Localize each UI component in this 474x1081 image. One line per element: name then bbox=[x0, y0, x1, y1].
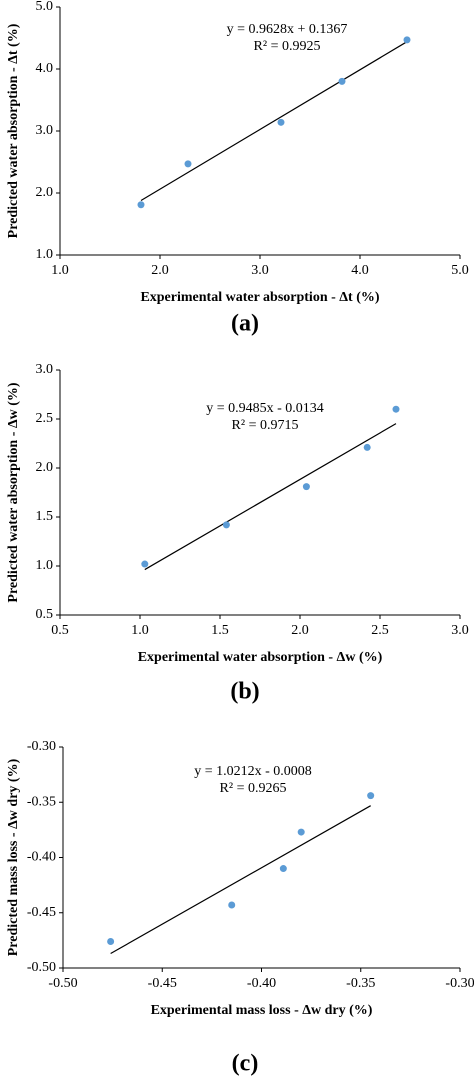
x-tick-label: -0.50 bbox=[48, 976, 77, 991]
trendline bbox=[140, 41, 408, 201]
x-tick-label: 1.5 bbox=[211, 623, 229, 638]
y-tick-label: 2.0 bbox=[36, 460, 54, 475]
caption: (b) bbox=[230, 679, 259, 705]
point bbox=[279, 865, 287, 873]
y-tick-label: 0.5 bbox=[36, 607, 54, 622]
point bbox=[222, 521, 230, 529]
y-tick-label: 1.0 bbox=[36, 247, 54, 262]
trendline bbox=[144, 423, 397, 571]
point bbox=[367, 792, 375, 800]
point bbox=[392, 405, 400, 413]
x-tick-label: 2.0 bbox=[151, 263, 169, 278]
y-tick-label: 1.0 bbox=[36, 558, 54, 573]
x-tick-label: 2.0 bbox=[291, 623, 309, 638]
caption: (a) bbox=[231, 311, 259, 337]
point bbox=[141, 560, 149, 568]
y-tick-label: 3.0 bbox=[36, 362, 54, 377]
x-tick-label: -0.30 bbox=[445, 976, 474, 991]
x-tick-label: 1.0 bbox=[131, 623, 149, 638]
y-tick-label: -0.35 bbox=[27, 794, 56, 809]
x-axis-label: Experimental water absorption - Δt (%) bbox=[140, 290, 379, 305]
trendline bbox=[110, 805, 371, 955]
x-tick-label: 0.5 bbox=[51, 623, 69, 638]
x-axis-label: Experimental water absorption - Δw (%) bbox=[138, 650, 383, 665]
point bbox=[137, 201, 145, 209]
annotation: y = 0.9485x - 0.0134 bbox=[206, 401, 324, 416]
y-axis-label: Predicted water absorption - Δt (%) bbox=[6, 23, 21, 238]
point bbox=[107, 937, 115, 945]
y-tick-label: 2.0 bbox=[36, 185, 54, 200]
annotation: y = 0.9628x + 0.1367 bbox=[227, 22, 348, 37]
annotation: y = 1.0212x - 0.0008 bbox=[194, 764, 312, 779]
y-axis-label: Predicted mass loss - Δw dry (%) bbox=[6, 758, 21, 956]
y-tick-label: 4.0 bbox=[36, 61, 54, 76]
point bbox=[277, 118, 285, 126]
x-tick-label: -0.35 bbox=[346, 976, 375, 991]
point bbox=[297, 828, 305, 836]
y-tick-label: -0.30 bbox=[27, 739, 56, 754]
y-tick-label: 5.0 bbox=[36, 0, 54, 14]
y-tick-label: 1.5 bbox=[36, 509, 54, 524]
caption: (c) bbox=[232, 1051, 259, 1077]
point bbox=[363, 443, 371, 451]
x-tick-label: 4.0 bbox=[351, 263, 369, 278]
annotation: R² = 0.9715 bbox=[232, 418, 299, 433]
x-tick-label: -0.40 bbox=[247, 976, 276, 991]
y-tick-label: -0.50 bbox=[27, 960, 56, 975]
y-tick-label: -0.45 bbox=[27, 905, 56, 920]
x-tick-label: 2.5 bbox=[371, 623, 389, 638]
point bbox=[403, 36, 411, 44]
x-tick-label: 3.0 bbox=[451, 623, 469, 638]
annotation: R² = 0.9265 bbox=[220, 781, 287, 796]
x-tick-label: 5.0 bbox=[451, 263, 469, 278]
x-tick-label: 3.0 bbox=[251, 263, 269, 278]
point bbox=[302, 483, 310, 491]
x-tick-label: -0.45 bbox=[148, 976, 177, 991]
y-tick-label: -0.40 bbox=[27, 850, 56, 865]
point bbox=[228, 901, 236, 909]
annotation: R² = 0.9925 bbox=[254, 39, 321, 54]
point bbox=[184, 160, 192, 168]
x-axis-label: Experimental mass loss - Δw dry (%) bbox=[151, 1003, 373, 1018]
x-tick-label: 1.0 bbox=[51, 263, 69, 278]
y-tick-label: 2.5 bbox=[36, 411, 54, 426]
y-axis-label: Predicted water absorption - Δw (%) bbox=[6, 382, 21, 603]
point bbox=[338, 77, 346, 85]
y-tick-label: 3.0 bbox=[36, 123, 54, 138]
